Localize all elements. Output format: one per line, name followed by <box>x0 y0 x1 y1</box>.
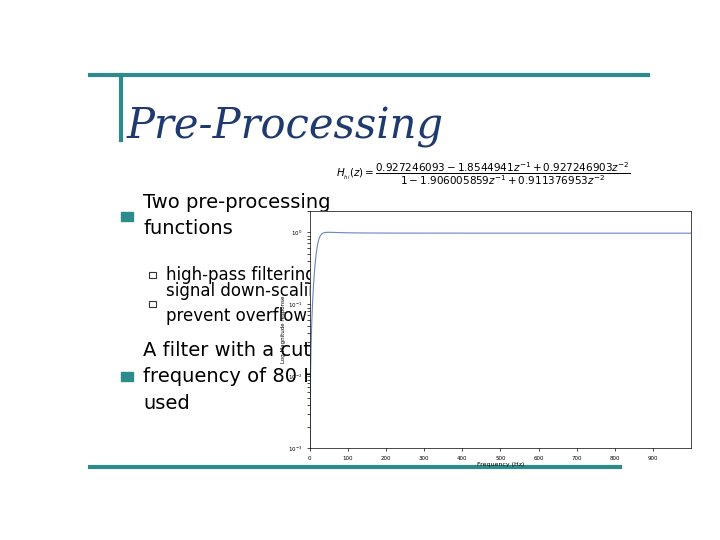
Text: $H_{_{hi}}(z) = \dfrac{0.927246093 - 1.8544941z^{-1} + 0.927246903z^{-2}}{1 - 1.: $H_{_{hi}}(z) = \dfrac{0.927246093 - 1.8… <box>336 160 631 187</box>
Text: signal down‑scaling –
prevent overflow: signal down‑scaling – prevent overflow <box>166 282 343 326</box>
Bar <box>148 301 156 307</box>
Text: high‑pass filtering: high‑pass filtering <box>166 266 316 284</box>
Y-axis label: Log Magnitude response: Log Magnitude response <box>282 296 286 363</box>
Text: Two pre‑processing
functions: Two pre‑processing functions <box>143 193 330 238</box>
Bar <box>148 272 156 278</box>
X-axis label: Frequency (Hz): Frequency (Hz) <box>477 462 524 467</box>
Text: Pre-Processing: Pre-Processing <box>126 106 444 148</box>
Text: A filter with a cut off
frequency of 80 Hz is
used: A filter with a cut off frequency of 80 … <box>143 341 350 413</box>
Bar <box>121 372 133 381</box>
Bar <box>121 212 133 221</box>
